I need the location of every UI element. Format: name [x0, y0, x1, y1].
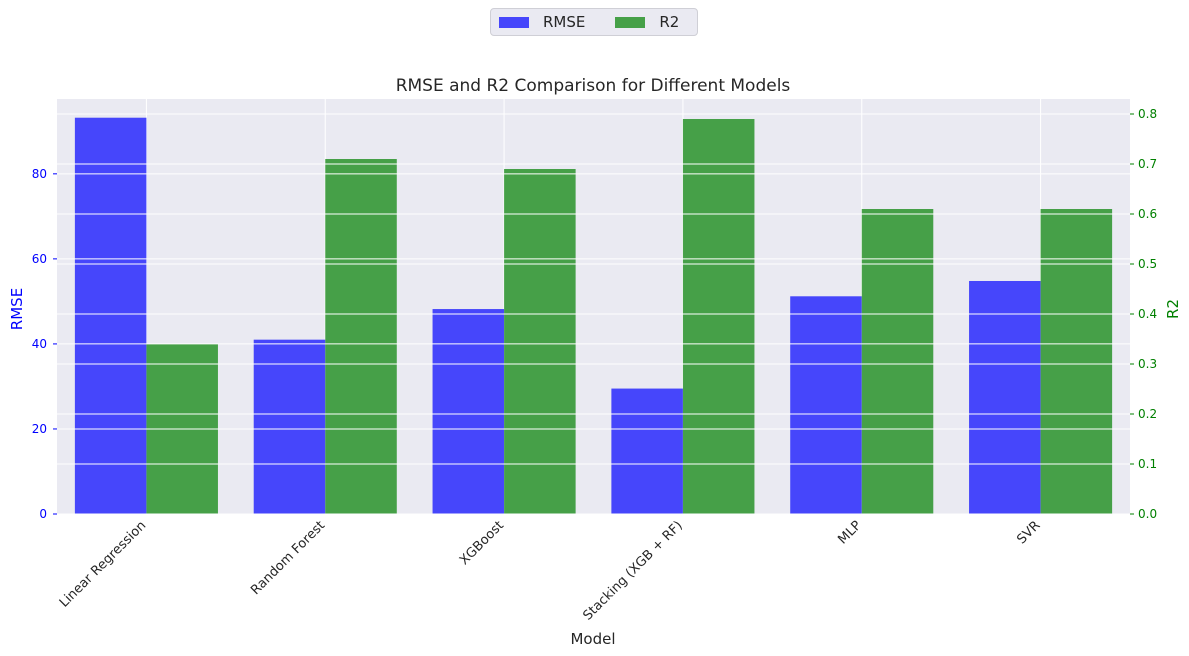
x-tick-label: Stacking (XGB + RF) [580, 518, 685, 623]
left-tick-label: 20 [32, 422, 47, 436]
x-tick-label: Linear Regression [57, 518, 149, 610]
bar-r2-5 [1040, 209, 1113, 514]
right-tick-labels: 0.0 0.1 0.2 0.3 0.4 0.5 0.6 0.7 0.8 [1130, 107, 1157, 521]
x-tick-label: Random Forest [248, 518, 328, 598]
right-tick-label: 0.1 [1138, 457, 1157, 471]
bar-r2-2 [504, 169, 576, 514]
left-tick-labels: 0 20 40 60 80 [32, 167, 57, 521]
legend-swatch-rmse [499, 16, 529, 28]
legend-label-r2: R2 [659, 13, 680, 31]
x-tick-label: XGBoost [457, 518, 507, 568]
legend-swatch-r2 [615, 16, 646, 28]
chart-title: RMSE and R2 Comparison for Different Mod… [396, 76, 791, 96]
bar-r2-1 [325, 159, 397, 514]
right-tick-label: 0.4 [1138, 307, 1157, 321]
left-tick-label: 80 [32, 167, 47, 181]
bar-rmse-1 [253, 339, 326, 514]
y-left-axis-label: RMSE [8, 288, 26, 330]
y-right-axis-label: R2 [1164, 299, 1182, 319]
bar-rmse-3 [611, 388, 683, 514]
right-tick-label: 0.5 [1138, 257, 1157, 271]
left-tick-label: 60 [32, 252, 47, 266]
x-tick-label: SVR [1014, 518, 1043, 547]
plot-area [57, 99, 1130, 514]
right-tick-label: 0.6 [1138, 207, 1157, 221]
right-tick-label: 0.3 [1138, 357, 1157, 371]
legend-label-rmse: RMSE [543, 13, 586, 31]
bar-rmse-2 [432, 309, 505, 514]
legend-item-rmse: RMSE [499, 13, 585, 31]
right-tick-label: 0.0 [1138, 507, 1157, 521]
bars [57, 113, 1130, 515]
right-tick-label: 0.8 [1138, 107, 1157, 121]
left-tick-label: 40 [32, 337, 47, 351]
bar-rmse-4 [790, 296, 862, 514]
bar-r2-3 [682, 119, 755, 514]
right-tick-label: 0.2 [1138, 407, 1157, 421]
x-tick-label: MLP [835, 518, 864, 547]
x-axis-label: Model [570, 630, 615, 648]
right-tick-label: 0.7 [1138, 157, 1157, 171]
bar-r2-4 [861, 209, 934, 514]
x-tick-labels: Linear Regression Random Forest XGBoost Sta… [57, 518, 1044, 623]
bar-rmse-5 [969, 280, 1041, 514]
left-tick-label: 0 [39, 507, 47, 521]
legend: RMSE R2 [490, 8, 698, 36]
bar-rmse-0 [74, 117, 147, 514]
legend-item-r2: R2 [615, 13, 679, 31]
